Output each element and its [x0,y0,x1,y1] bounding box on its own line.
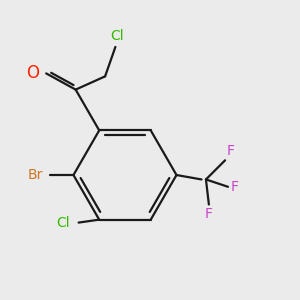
Text: Cl: Cl [56,216,70,230]
Text: F: F [205,207,213,221]
Text: F: F [226,144,235,158]
Text: F: F [230,180,238,194]
Text: Br: Br [27,168,43,182]
Text: Cl: Cl [110,29,124,44]
Text: O: O [26,64,39,82]
